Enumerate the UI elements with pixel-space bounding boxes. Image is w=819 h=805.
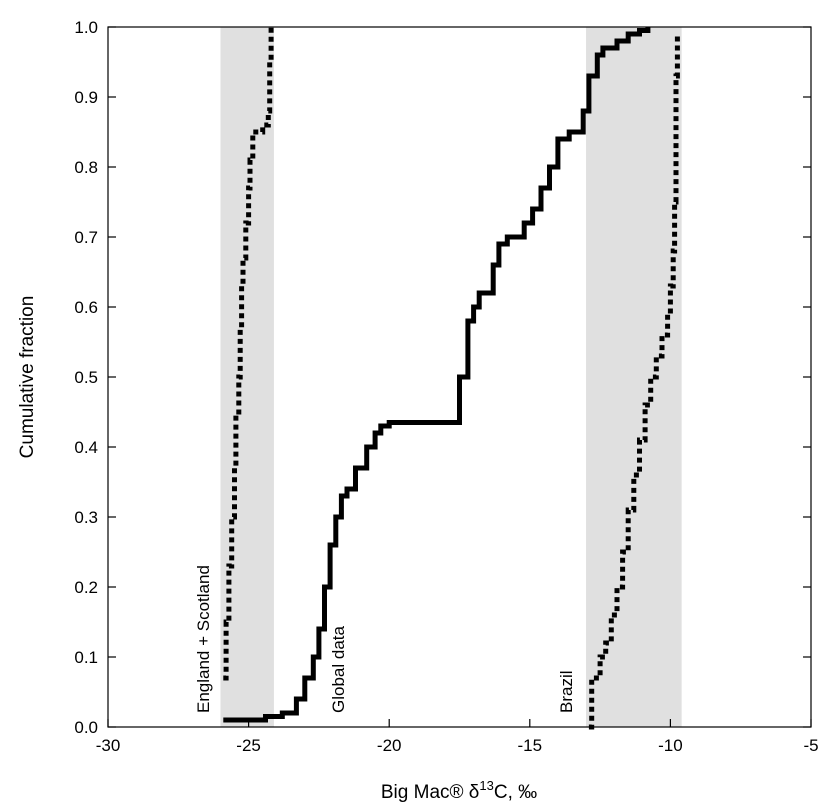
y-tick-label: 0.6 [74,298,98,317]
y-axis-ticks: 0.0 0.1 0.2 0.3 0.4 0.5 0.6 0.7 0.8 0.9 1.0 [74,18,811,737]
y-tick-label: 0.8 [74,158,98,177]
x-tick-label: -10 [658,736,683,755]
annotation-2: Global data [329,626,348,713]
x-tick-label: -30 [96,736,121,755]
series-lines [223,27,680,730]
y-tick-label: 1.0 [74,18,98,37]
y-tick-label: 0.3 [74,508,98,527]
y-tick-label: 0.7 [74,228,98,247]
y-axis-label: Cumulative fraction [17,296,38,459]
x-tick-label: -20 [377,736,402,755]
shaded-regions [220,27,682,727]
annotation-1: England + Scotland [194,565,213,713]
y-tick-label: 0.9 [74,88,98,107]
y-tick-label: 0.4 [74,438,98,457]
y-tick-label: 0.0 [74,718,98,737]
series-line-1 [223,27,274,681]
y-tick-label: 0.1 [74,648,98,667]
y-tick-label: 0.2 [74,578,98,597]
x-tick-label: -15 [518,736,543,755]
shaded-region-2 [586,27,682,727]
y-tick-label: 0.5 [74,368,98,387]
x-axis-label: Big Mac® δ13C, ‰ [381,778,537,803]
x-tick-label: -25 [236,736,261,755]
x-axis-ticks: -30 -25 -20 -15 -10 -5 [96,719,819,755]
annotation-3: Brazil [557,670,576,713]
annotations: England + Scotland Global data Brazil [194,565,576,713]
x-tick-label: -5 [803,736,818,755]
series-line-2 [223,27,651,723]
series-line-3 [588,34,680,730]
